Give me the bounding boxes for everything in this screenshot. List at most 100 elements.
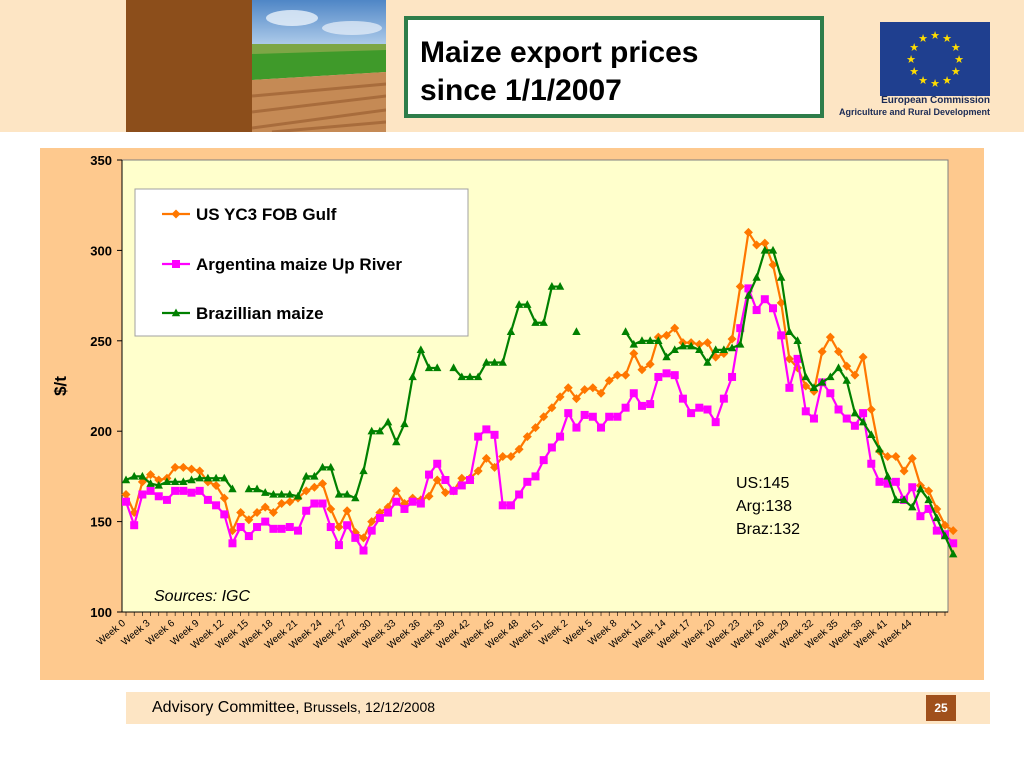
data-point-arg	[605, 412, 614, 421]
data-point-us	[670, 323, 680, 333]
eu-star-icon: ★	[918, 33, 928, 45]
page-number: 25	[926, 695, 956, 721]
data-point-arg	[875, 477, 884, 486]
data-point-arg	[646, 400, 655, 409]
legend-box	[134, 188, 469, 337]
source-note: Sources: IGC	[154, 588, 250, 605]
data-point-arg	[122, 497, 130, 506]
data-point-braz	[228, 484, 237, 493]
data-point-braz	[342, 489, 352, 498]
data-point-arg	[146, 486, 155, 495]
data-point-arg	[269, 524, 278, 533]
data-point-us	[539, 412, 549, 422]
data-point-us	[563, 383, 573, 393]
data-point-us	[424, 491, 434, 501]
data-point-braz	[899, 495, 909, 504]
data-point-braz	[695, 345, 704, 354]
data-point-braz	[301, 471, 311, 480]
data-point-arg	[441, 476, 450, 485]
data-point-braz	[637, 336, 647, 344]
data-point-us	[146, 470, 156, 480]
data-point-arg	[687, 409, 696, 418]
data-point-braz	[736, 339, 745, 348]
data-point-braz	[531, 318, 540, 326]
data-point-arg	[785, 383, 794, 392]
data-point-arg	[425, 470, 434, 479]
data-point-arg	[809, 414, 818, 423]
data-point-braz	[400, 419, 409, 428]
data-point-arg	[580, 410, 589, 419]
data-point-arg	[949, 539, 958, 548]
data-point-arg	[449, 486, 458, 495]
data-point-braz	[244, 484, 254, 493]
legend-label-braz: Brazillian maize	[196, 304, 324, 323]
y-tick-label: 200	[90, 424, 112, 439]
eu-star-icon: ★	[909, 42, 919, 54]
data-point-arg	[318, 499, 327, 508]
data-point-arg	[302, 506, 311, 515]
data-point-arg	[138, 490, 147, 499]
data-point-braz	[121, 475, 131, 484]
data-point-us	[309, 482, 319, 492]
data-point-us	[588, 383, 598, 393]
data-point-braz	[170, 477, 180, 486]
data-point-us	[268, 508, 278, 518]
data-point-arg	[932, 526, 941, 535]
data-point-us	[662, 330, 672, 340]
data-point-arg	[130, 521, 139, 530]
data-point-braz	[760, 245, 770, 254]
legend: US YC3 FOB Gulf Argentina maize Up River B…	[134, 188, 469, 337]
data-point-arg	[834, 405, 843, 414]
y-axis-label: $/t	[51, 376, 70, 396]
data-point-braz	[752, 273, 761, 281]
data-point-braz	[293, 491, 303, 500]
data-point-us	[236, 508, 246, 518]
data-point-us	[891, 452, 901, 462]
data-point-us	[219, 493, 229, 503]
data-point-arg	[359, 546, 368, 555]
data-point-arg	[916, 512, 925, 521]
data-point-arg	[179, 486, 188, 495]
data-point-arg	[212, 501, 221, 510]
data-point-us	[858, 352, 868, 362]
data-point-us	[883, 452, 893, 462]
data-point-braz	[465, 372, 475, 381]
data-point-braz	[146, 479, 155, 487]
data-point-us	[702, 338, 712, 348]
data-point-us	[490, 462, 500, 472]
data-point-us	[285, 497, 295, 507]
data-point-us	[547, 403, 557, 413]
data-point-us	[178, 462, 188, 472]
data-point-us	[211, 480, 221, 490]
data-point-arg	[678, 394, 687, 403]
data-point-braz	[490, 357, 499, 366]
data-point-us	[776, 298, 786, 308]
data-point-braz	[408, 372, 417, 381]
data-point-us	[334, 522, 344, 532]
data-point-arg	[285, 523, 294, 532]
data-point-braz	[375, 426, 385, 435]
y-tick-label: 350	[90, 153, 112, 168]
data-point-braz	[858, 417, 868, 426]
y-tick-label: 100	[90, 605, 112, 620]
data-point-arg	[465, 476, 474, 485]
data-point-braz	[138, 471, 147, 480]
data-point-us	[195, 466, 205, 476]
eu-star-icon: ★	[951, 42, 961, 54]
data-point-us	[154, 475, 164, 485]
data-point-arg	[277, 524, 286, 533]
data-point-braz	[482, 357, 491, 366]
data-point-arg	[220, 510, 229, 519]
data-point-braz	[277, 489, 286, 498]
data-point-arg	[531, 472, 540, 481]
data-point-arg	[662, 369, 671, 378]
data-point-arg	[515, 490, 524, 499]
data-point-us	[907, 453, 917, 463]
annotation-us: US:145	[736, 475, 789, 492]
data-point-braz	[842, 376, 851, 384]
legend-label-us: US YC3 FOB Gulf	[196, 205, 337, 224]
data-point-braz	[269, 489, 278, 498]
data-point-braz	[809, 383, 819, 392]
data-point-us	[432, 475, 442, 485]
data-point-braz	[351, 493, 360, 502]
